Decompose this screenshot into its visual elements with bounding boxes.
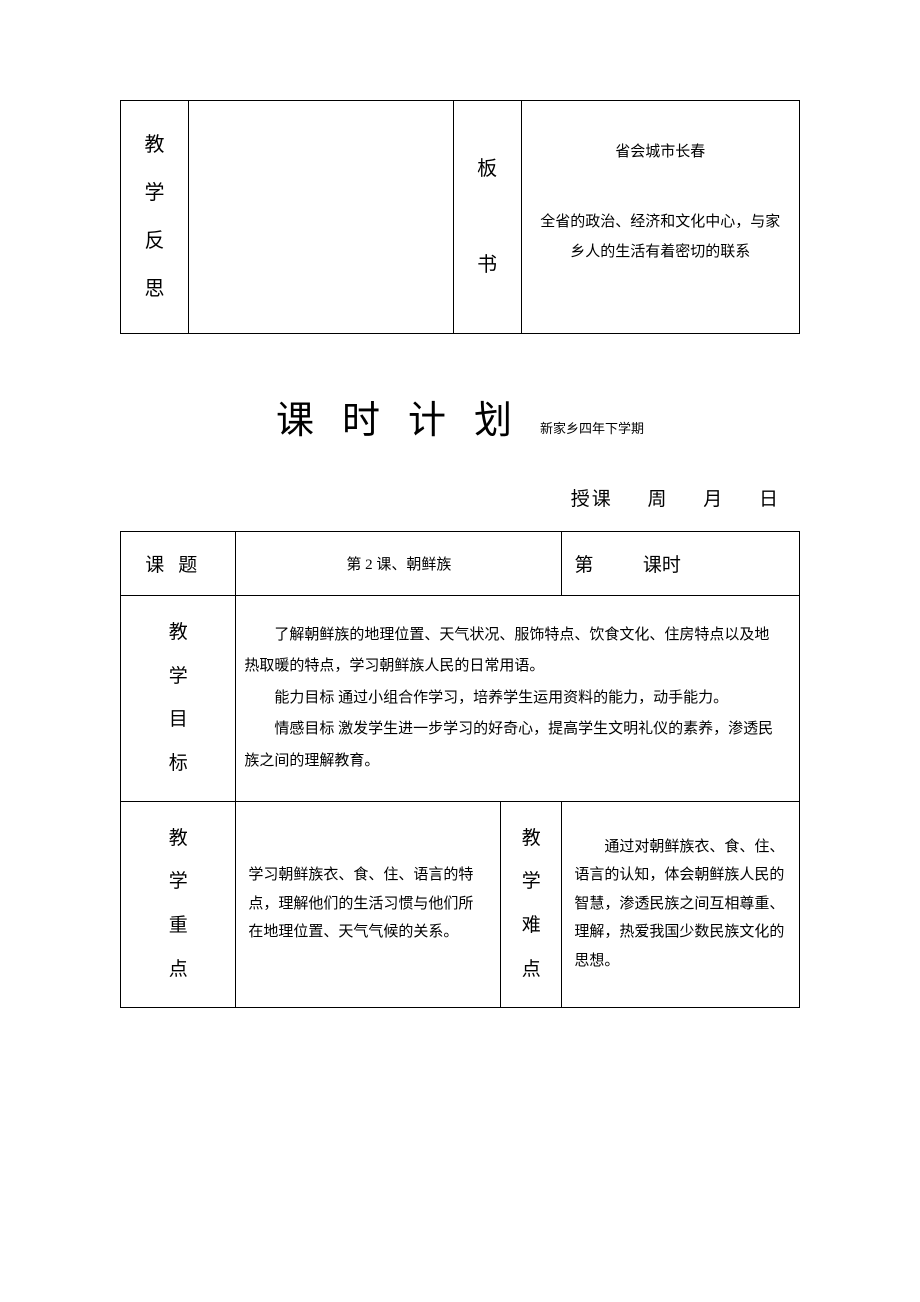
reflection-label: 教 学 反 思 (121, 101, 189, 334)
goals-p3: 情感目标 激发学生进一步学习的好奇心，提高学生文明礼仪的素养，渗透民族之间的理解… (244, 714, 781, 777)
plan-table: 课题 第 2 课、朝鲜族 第 课时 教 学 目 标 了解朝鲜族的地理位置、天气状… (120, 531, 800, 1008)
emphasis-text: 学习朝鲜族衣、食、住、语言的特点，理解他们的生活习惯与他们所在地理位置、天气气候… (248, 861, 488, 947)
title-area: 课时计划新家乡四年下学期 (120, 389, 800, 444)
goals-label: 教 学 目 标 (121, 596, 236, 802)
topic-label: 课题 (121, 532, 236, 596)
date-day: 日 (759, 489, 780, 510)
emphasis-label: 教 学 重 点 (121, 801, 236, 1007)
date-line: 授课 周 月 日 (120, 484, 780, 511)
main-title: 课时计划 (276, 400, 540, 442)
date-prefix: 授课 (571, 489, 613, 510)
board-label: 板 书 (453, 101, 521, 334)
period-prefix: 第 (574, 555, 593, 576)
period-cell: 第 课时 (562, 532, 800, 596)
goals-p2: 能力目标 通过小组合作学习，培养学生运用资料的能力，动手能力。 (244, 683, 781, 715)
topic-value: 第 2 课、朝鲜族 (236, 532, 562, 596)
note-1: 省会城市长春 (537, 137, 784, 167)
goals-p1: 了解朝鲜族的地理位置、天气状况、服饰特点、饮食文化、住房特点以及地热取暖的特点，… (244, 620, 781, 683)
subtitle: 新家乡四年下学期 (540, 421, 644, 436)
date-week: 周 (647, 489, 668, 510)
goals-content: 了解朝鲜族的地理位置、天气状况、服饰特点、饮食文化、住房特点以及地热取暖的特点，… (236, 596, 800, 802)
note-2: 全省的政治、经济和文化中心，与家乡人的生活有着密切的联系 (537, 207, 784, 267)
period-suffix: 课时 (643, 555, 681, 576)
board-notes: 省会城市长春 全省的政治、经济和文化中心，与家乡人的生活有着密切的联系 (521, 101, 799, 334)
difficulty-content: 通过对朝鲜族衣、食、住、语言的认知，体会朝鲜族人民的智慧，渗透民族之间互相尊重、… (562, 801, 800, 1007)
difficulty-text: 通过对朝鲜族衣、食、住、语言的认知，体会朝鲜族人民的智慧，渗透民族之间互相尊重、… (574, 833, 787, 976)
date-month: 月 (703, 489, 724, 510)
reflection-content (188, 101, 453, 334)
difficulty-label: 教 学 难 点 (501, 801, 562, 1007)
emphasis-content: 学习朝鲜族衣、食、住、语言的特点，理解他们的生活习惯与他们所在地理位置、天气气候… (236, 801, 501, 1007)
reflection-table: 教 学 反 思 板 书 省会城市长春 全省的政治、经济和文化中心，与家乡人的生活… (120, 100, 800, 334)
